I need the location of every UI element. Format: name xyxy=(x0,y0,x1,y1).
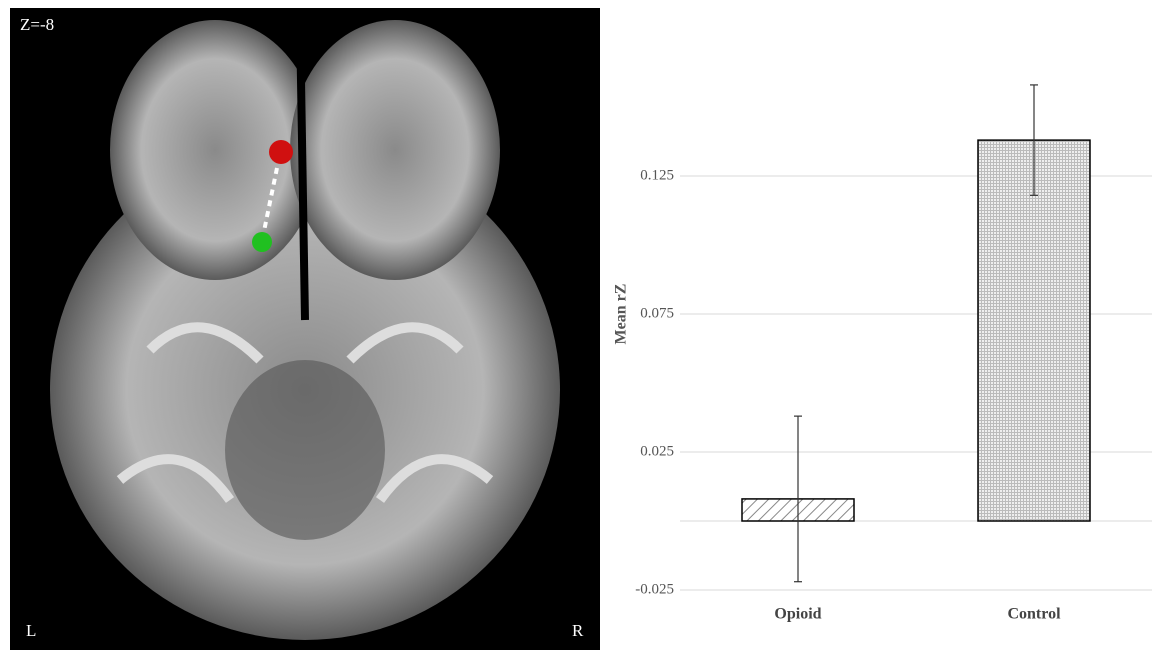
left-label: L xyxy=(26,621,36,640)
y-tick-label: -0.025 xyxy=(635,581,674,597)
green-seed xyxy=(252,232,272,252)
y-tick-label: 0.075 xyxy=(640,305,674,321)
midline xyxy=(300,20,305,320)
page: {"image": {"slice_label": "Z=-8", "left_… xyxy=(0,0,1152,654)
slice-label: Z=-8 xyxy=(20,15,54,34)
x-tick-label: Opioid xyxy=(774,606,821,623)
y-axis-label: Mean rZ xyxy=(613,284,630,345)
brain-panel: Z=-8 L R xyxy=(10,8,600,650)
right-label: R xyxy=(572,621,584,640)
red-cluster xyxy=(269,140,293,164)
bar xyxy=(978,140,1090,521)
brain-right-frontal xyxy=(290,20,500,280)
figure: Z=-8 L R Mean rZ -0.025 0.025 0.075 0.125 Op… xyxy=(0,0,1152,654)
cerebellum xyxy=(225,360,385,540)
y-tick-label: 0.025 xyxy=(640,443,674,459)
x-tick-label: Control xyxy=(1007,606,1061,623)
y-tick-label: 0.125 xyxy=(640,167,674,183)
